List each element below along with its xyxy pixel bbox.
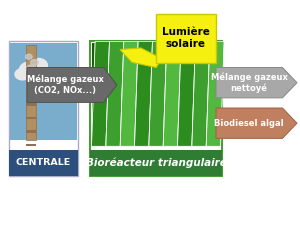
Polygon shape — [206, 42, 224, 146]
Text: Mélange gazeux
(CO2, NOx...): Mélange gazeux (CO2, NOx...) — [27, 75, 104, 95]
Polygon shape — [120, 42, 138, 146]
Circle shape — [20, 62, 40, 78]
Polygon shape — [149, 42, 167, 146]
Polygon shape — [163, 42, 181, 146]
Polygon shape — [216, 108, 297, 138]
FancyBboxPatch shape — [90, 40, 222, 176]
FancyBboxPatch shape — [9, 150, 78, 176]
Polygon shape — [192, 42, 210, 146]
FancyBboxPatch shape — [26, 130, 36, 133]
FancyBboxPatch shape — [26, 157, 36, 160]
Text: Bioréacteur triangulaire: Bioréacteur triangulaire — [85, 157, 226, 168]
Circle shape — [26, 65, 36, 72]
Circle shape — [15, 69, 30, 80]
FancyBboxPatch shape — [90, 150, 222, 176]
Circle shape — [29, 58, 47, 72]
Circle shape — [26, 54, 32, 59]
FancyBboxPatch shape — [26, 103, 36, 106]
FancyBboxPatch shape — [11, 43, 76, 140]
FancyBboxPatch shape — [26, 144, 36, 146]
Text: Lumière
solaire: Lumière solaire — [162, 27, 210, 49]
Polygon shape — [134, 42, 152, 146]
Text: Biodiesel algal: Biodiesel algal — [214, 119, 284, 128]
FancyBboxPatch shape — [92, 43, 220, 146]
FancyBboxPatch shape — [26, 45, 36, 140]
Polygon shape — [27, 68, 117, 102]
Circle shape — [42, 76, 54, 86]
FancyBboxPatch shape — [156, 14, 216, 63]
Polygon shape — [216, 68, 297, 98]
Text: CENTRALE: CENTRALE — [16, 158, 71, 167]
Text: Mélange gazeux
nettoyé: Mélange gazeux nettoyé — [211, 72, 288, 93]
Polygon shape — [120, 48, 162, 68]
FancyBboxPatch shape — [26, 117, 36, 119]
Circle shape — [31, 60, 38, 65]
Polygon shape — [178, 42, 195, 146]
FancyBboxPatch shape — [9, 40, 78, 176]
Polygon shape — [106, 42, 124, 146]
Circle shape — [37, 69, 50, 79]
Polygon shape — [92, 42, 110, 146]
